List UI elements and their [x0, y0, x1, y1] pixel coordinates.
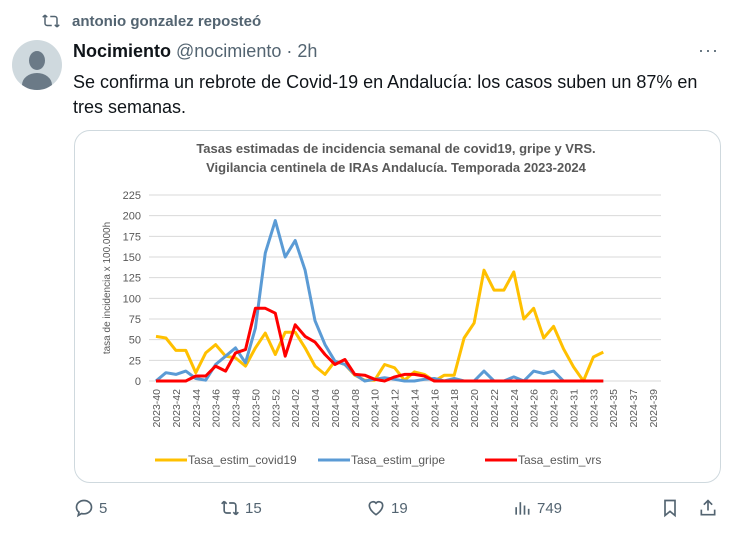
legend-label: Tasa_estim_covid19	[188, 453, 297, 467]
reply-icon	[75, 499, 93, 518]
x-tick-label: 2024-06	[330, 389, 342, 428]
tweet-text: Se confirma un rebrote de Covid-19 en An…	[73, 72, 698, 117]
y-tick-label: 0	[135, 376, 141, 388]
bookmark-button[interactable]	[660, 498, 680, 518]
y-tick-label: 50	[129, 335, 141, 347]
repost-count: 15	[245, 499, 262, 517]
author-handle[interactable]: @nocimiento	[176, 41, 282, 61]
x-tick-label: 2024-37	[628, 389, 640, 428]
x-tick-label: 2024-08	[350, 389, 362, 428]
y-tick-label: 100	[123, 293, 141, 305]
views-icon	[515, 502, 530, 515]
x-tick-label: 2024-22	[489, 389, 501, 428]
x-tick-label: 2024-14	[409, 389, 421, 428]
legend-label: Tasa_estim_gripe	[351, 453, 445, 467]
incidence-chart: Tasas estimadas de incidencia semanal de…	[102, 141, 661, 467]
repost-button[interactable]: 15	[220, 498, 262, 518]
x-tick-label: 2023-50	[250, 389, 262, 428]
author-name[interactable]: Nocimiento	[73, 41, 172, 61]
views-button[interactable]: 749	[512, 498, 562, 518]
repost-icon	[42, 14, 60, 28]
y-tick-label: 125	[123, 273, 141, 285]
x-tick-label: 2024-02	[290, 389, 302, 428]
y-tick-label: 175	[123, 231, 141, 243]
x-tick-label: 2023-40	[151, 389, 163, 428]
x-tick-label: 2023-44	[191, 389, 203, 428]
series-line-tasa_estim_vrs	[156, 306, 604, 383]
x-tick-label: 2024-20	[469, 389, 481, 428]
x-tick-label: 2023-46	[211, 389, 223, 428]
x-tick-label: 2024-33	[588, 389, 600, 428]
y-tick-label: 75	[129, 314, 141, 326]
more-options-button[interactable]: ···	[698, 40, 719, 60]
tweet-actions: 5 15 19 749	[0, 498, 742, 526]
x-tick-label: 2023-52	[270, 389, 282, 428]
series-line-tasa_estim_covid19	[155, 268, 604, 383]
x-tick-label: 2024-12	[390, 389, 402, 428]
chart-title: Vigilancia centinela de IRAs Andalucía. …	[206, 160, 587, 175]
y-tick-label: 150	[123, 252, 141, 264]
timestamp[interactable]: 2h	[297, 41, 318, 61]
reply-count: 5	[99, 499, 108, 517]
x-tick-label: 2024-24	[509, 389, 521, 428]
x-tick-label: 2024-31	[568, 389, 580, 428]
reply-button[interactable]: 5	[74, 498, 107, 518]
repost-icon	[221, 500, 239, 516]
y-tick-label: 25	[129, 355, 141, 367]
chart-image[interactable]: Tasas estimadas de incidencia semanal de…	[74, 130, 721, 483]
separator: ·	[286, 41, 293, 61]
y-tick-label: 200	[123, 211, 141, 223]
x-tick-label: 2023-42	[171, 389, 183, 428]
x-tick-label: 2023-48	[231, 389, 243, 428]
share-icon	[700, 499, 716, 516]
x-tick-label: 2024-39	[648, 389, 660, 428]
x-tick-label: 2024-26	[529, 389, 541, 428]
share-button[interactable]	[698, 498, 718, 518]
legend-label: Tasa_estim_vrs	[518, 453, 601, 467]
x-tick-label: 2024-16	[429, 389, 441, 428]
x-tick-label: 2024-18	[449, 389, 461, 428]
repost-label[interactable]: antonio gonzalez reposteó	[72, 12, 262, 30]
y-tick-label: 225	[123, 190, 141, 202]
x-tick-label: 2024-29	[549, 389, 561, 428]
heart-icon	[368, 500, 384, 516]
x-tick-label: 2024-04	[310, 389, 322, 428]
avatar[interactable]	[12, 40, 62, 90]
views-count: 749	[537, 499, 563, 517]
chart-title: Tasas estimadas de incidencia semanal de…	[196, 141, 595, 156]
x-tick-label: 2024-35	[608, 389, 620, 428]
series-line-tasa_estim_gripe	[155, 219, 604, 383]
bookmark-icon	[664, 499, 676, 518]
like-button[interactable]: 19	[366, 498, 408, 518]
repost-indicator: antonio gonzalez reposteó	[42, 12, 261, 30]
y-axis-label: tasa de incidencia x 100.000h	[102, 222, 113, 354]
tweet-header: Nocimiento @nocimiento · 2h	[73, 41, 317, 62]
like-count: 19	[391, 499, 408, 517]
x-tick-label: 2024-10	[370, 389, 382, 428]
